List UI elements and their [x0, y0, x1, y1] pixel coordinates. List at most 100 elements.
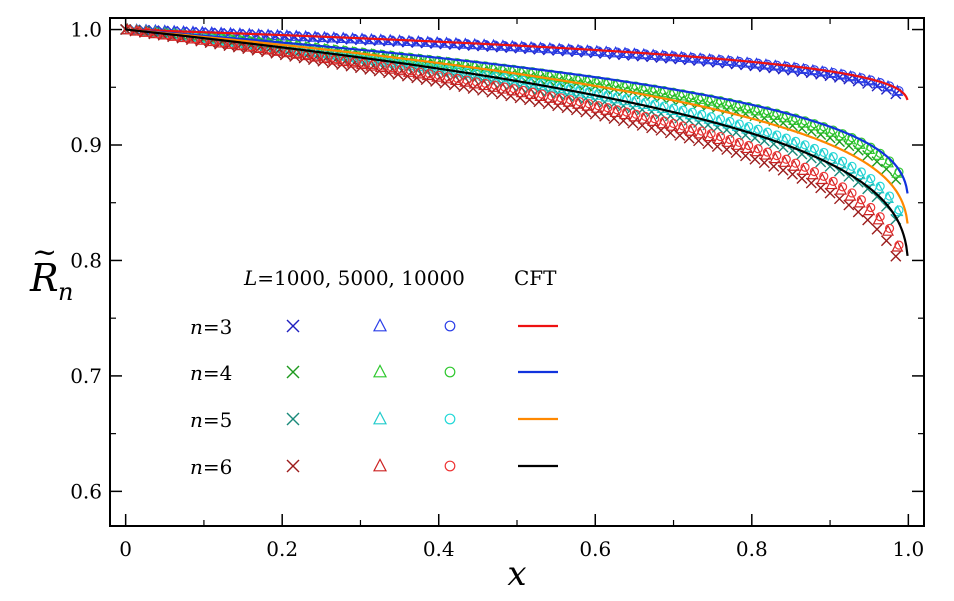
data-point-n6-L=10000 — [847, 188, 857, 198]
data-point-n5-L=10000 — [856, 167, 866, 177]
data-point-n5-L=10000 — [753, 124, 763, 134]
data-point-n4-L=10000 — [715, 96, 726, 106]
data-point-n5-L=10000 — [800, 140, 810, 150]
legend-header-cft: CFT — [514, 266, 557, 290]
x-tick-label: 1.0 — [892, 537, 924, 561]
data-point-n6-L=10000 — [744, 140, 754, 151]
data-point-n4-L=1000 — [871, 156, 883, 168]
x-tick-label: 0.2 — [266, 537, 298, 561]
y-axis-label-base: R — [29, 256, 59, 300]
y-tick-label: 0.9 — [70, 133, 102, 157]
legend-marker-n6-L=5000 — [373, 458, 387, 472]
data-point-n6-L=10000 — [781, 154, 791, 164]
cft-curve-n3 — [125, 28, 909, 101]
x-tick-label: 0.4 — [423, 537, 455, 561]
cft-curves-layer — [125, 28, 909, 256]
data-point-n6-L=5000 — [825, 177, 838, 190]
legend-marker-n4-L=1000 — [286, 365, 300, 379]
tick-labels-layer: 0 0.2 0.4 0.6 0.8 1.0 0.6 0.7 0.8 0.9 1.0 — [70, 18, 924, 561]
data-point-n6-L=10000 — [715, 131, 726, 142]
data-point-n6-L=10000 — [556, 93, 566, 103]
data-point-n6-L=10000 — [415, 67, 425, 77]
y-tick-label: 0.6 — [70, 479, 102, 503]
data-point-n6-L=10000 — [565, 95, 575, 105]
data-point-n6-L=5000 — [750, 144, 763, 157]
y-tick-label: 1.0 — [70, 18, 102, 42]
data-point-n5-L=10000 — [593, 88, 604, 98]
legend-marker-n3-L=1000 — [286, 319, 300, 333]
data-point-n6-L=5000 — [731, 138, 744, 150]
data-point-n6-L=10000 — [377, 61, 387, 71]
data-point-n6-L=1000 — [833, 193, 845, 205]
data-point-n6-L=10000 — [800, 162, 810, 172]
data-point-n6-L=1000 — [862, 214, 874, 226]
legend-marker-n3-L=5000 — [373, 318, 387, 332]
data-point-n6-L=1000 — [308, 54, 319, 66]
legend-header-sizes: L=1000, 5000, 10000 — [243, 266, 465, 290]
data-point-n6-L=10000 — [546, 91, 557, 101]
data-point-n6-L=10000 — [819, 171, 829, 181]
data-point-n5-L=10000 — [734, 119, 744, 129]
legend-header-L: L — [243, 266, 257, 290]
data-point-n5-L=10000 — [762, 127, 773, 137]
data-point-n6-L=10000 — [584, 99, 594, 109]
data-point-n6-L=10000 — [518, 85, 528, 96]
data-point-n6-L=5000 — [797, 163, 810, 175]
legend-marker-n5-L=10000 — [444, 413, 456, 425]
data-point-n6-L=10000 — [650, 114, 660, 124]
data-point-n4-L=10000 — [781, 111, 791, 121]
data-point-n4-L=10000 — [753, 104, 763, 114]
data-point-n4-L=10000 — [772, 108, 782, 118]
data-point-n5-L=10000 — [828, 152, 838, 162]
data-point-n6-L=5000 — [853, 196, 866, 208]
data-point-n6-L=10000 — [575, 97, 585, 107]
data-point-n6-L=5000 — [816, 172, 829, 185]
data-point-n5-L=5000 — [853, 167, 866, 180]
data-point-n6-L=5000 — [769, 151, 782, 164]
data-point-n6-L=1000 — [627, 117, 639, 129]
markers-layer — [120, 22, 904, 262]
data-point-n6-L=10000 — [528, 87, 538, 97]
data-point-n6-L=1000 — [787, 168, 799, 180]
data-point-n5-L=10000 — [584, 86, 594, 97]
data-point-n4-L=1000 — [880, 163, 892, 175]
data-point-n5-L=10000 — [556, 82, 566, 92]
data-point-n6-L=1000 — [890, 250, 902, 262]
data-point-n5-L=10000 — [819, 147, 829, 158]
y-axis-label: R n ~ — [29, 235, 73, 306]
legend-label-n6: n=6 — [190, 455, 232, 479]
data-point-n4-L=10000 — [650, 84, 660, 94]
data-point-n6-L=10000 — [490, 80, 500, 90]
data-point-n5-L=10000 — [781, 133, 791, 143]
x-tick-label: 0.6 — [579, 537, 611, 561]
data-point-n4-L=10000 — [734, 99, 744, 110]
data-point-n6-L=1000 — [852, 206, 864, 218]
data-point-n4-L=10000 — [678, 89, 688, 99]
data-point-n6-L=5000 — [778, 155, 791, 167]
data-point-n6-L=5000 — [891, 240, 904, 252]
legend-label-n4: n=4 — [190, 361, 232, 385]
data-point-n5-L=10000 — [847, 161, 857, 171]
data-point-n6-L=1000 — [608, 113, 620, 125]
data-point-n5-L=10000 — [546, 80, 557, 90]
data-point-n4-L=10000 — [659, 86, 669, 96]
data-point-n6-L=5000 — [872, 213, 885, 225]
legend-marker-n5-L=5000 — [373, 411, 387, 425]
legend-header-sizes-values: =1000, 5000, 10000 — [257, 266, 465, 290]
data-point-n6-L=10000 — [443, 72, 453, 82]
data-point-n4-L=10000 — [424, 54, 434, 65]
y-tick-label: 0.8 — [70, 248, 102, 272]
data-point-n4-L=10000 — [725, 98, 735, 108]
data-point-n6-L=5000 — [863, 203, 876, 216]
data-point-n6-L=10000 — [387, 62, 397, 73]
data-point-n6-L=5000 — [882, 224, 894, 236]
data-point-n5-L=10000 — [537, 78, 547, 89]
data-point-n6-L=10000 — [368, 59, 378, 70]
data-point-n6-L=10000 — [884, 223, 895, 234]
data-point-n5-L=10000 — [772, 130, 782, 140]
data-point-n6-L=10000 — [640, 111, 650, 122]
plot-area — [120, 22, 909, 262]
data-point-n6-L=10000 — [452, 73, 463, 84]
data-point-n6-L=10000 — [358, 58, 369, 68]
